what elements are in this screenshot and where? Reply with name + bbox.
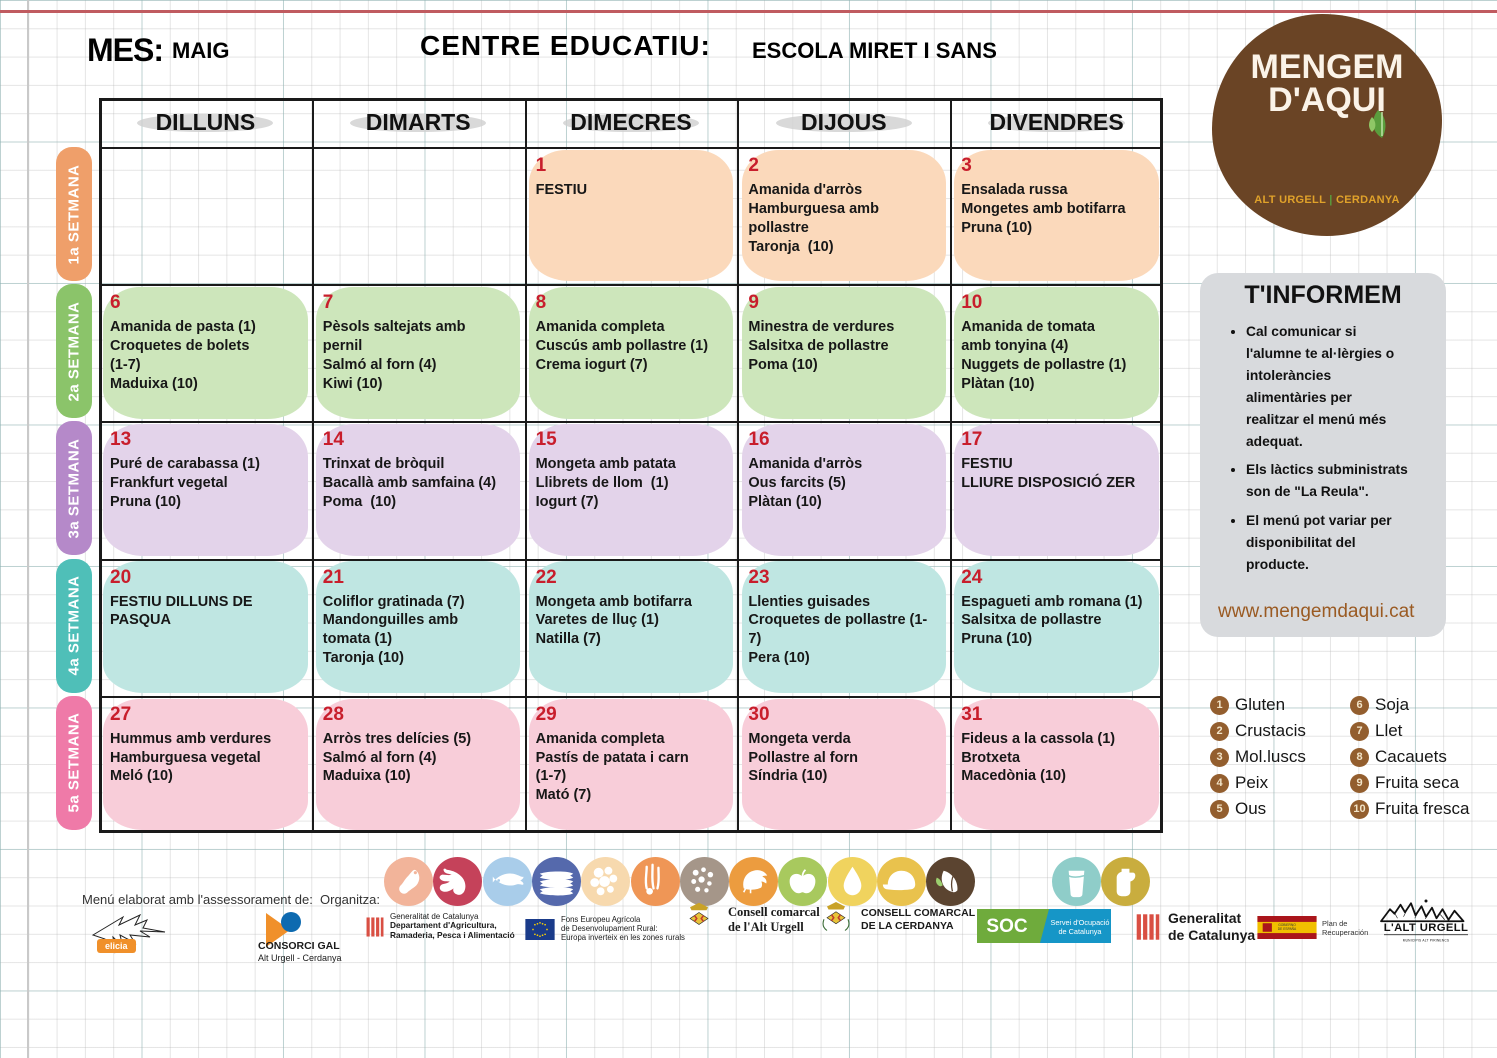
svg-text:SOC: SOC [986,916,1027,937]
svg-text:DE ESPAÑA: DE ESPAÑA [1278,926,1297,931]
svg-text:MUNICIPIS ALT PIRINENCS: MUNICIPIS ALT PIRINENCS [1403,939,1450,943]
svg-text:Servei d'Ocupació: Servei d'Ocupació [1051,918,1110,927]
svg-text:de Catalunya: de Catalunya [1058,927,1102,936]
svg-text:L'ALT URGELL: L'ALT URGELL [1384,922,1468,934]
